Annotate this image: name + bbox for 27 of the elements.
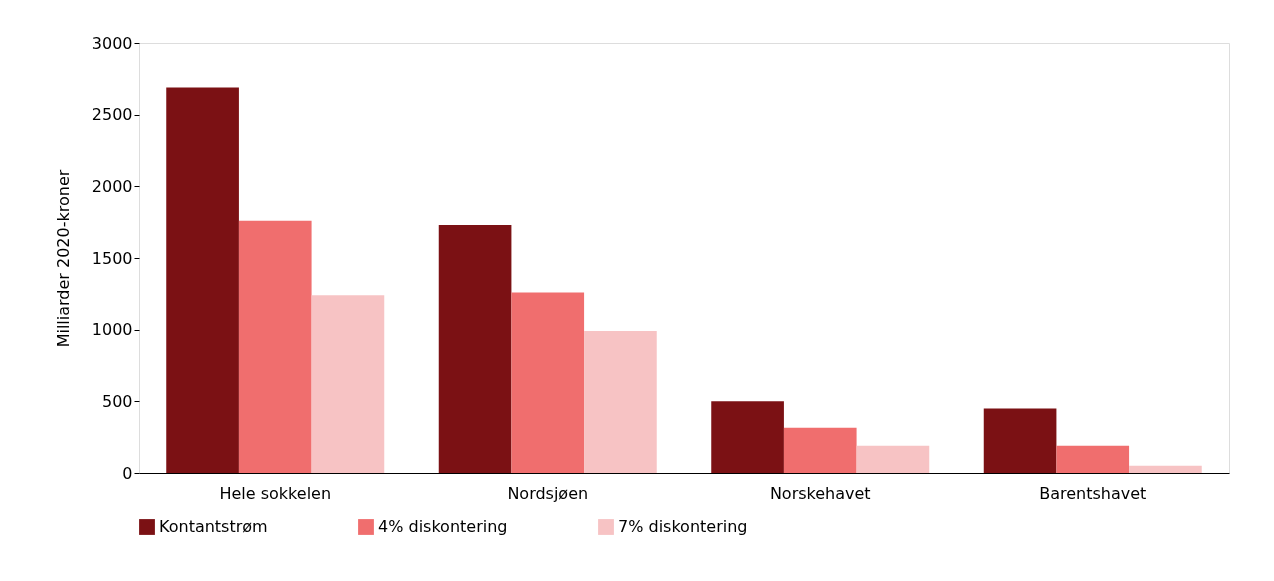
y-axis-title: Milliarder 2020-kroner: [53, 169, 73, 348]
x-tick-label: Barentshavet: [1039, 483, 1147, 503]
y-tick-label: 3000: [91, 33, 133, 53]
y-tick-label: 0: [122, 463, 133, 483]
legend-label: Kontantstrøm: [159, 517, 268, 536]
y-tick-label: 1500: [91, 248, 133, 268]
legend-label: 4% diskontering: [378, 517, 508, 536]
x-tick-label: Hele sokkelen: [219, 483, 332, 503]
bar: [311, 295, 385, 473]
y-tick-label: 500: [101, 391, 133, 411]
bar: [511, 292, 585, 473]
bar: [1129, 465, 1202, 473]
bar: [438, 225, 512, 473]
legend-label: 7% diskontering: [618, 517, 748, 536]
bar: [711, 401, 784, 473]
y-tick-label: 2000: [91, 176, 133, 196]
y-tick-label: 2500: [91, 105, 133, 125]
y-tick-label: 1000: [91, 320, 133, 340]
bar: [783, 427, 857, 473]
bar: [166, 87, 239, 473]
x-tick-label: Norskehavet: [769, 483, 871, 503]
bar: [983, 408, 1057, 473]
bar: [1056, 445, 1130, 473]
bar: [856, 445, 930, 473]
x-tick-label: Nordsjøen: [507, 483, 589, 503]
bar: [238, 220, 312, 473]
bar: [584, 331, 657, 473]
